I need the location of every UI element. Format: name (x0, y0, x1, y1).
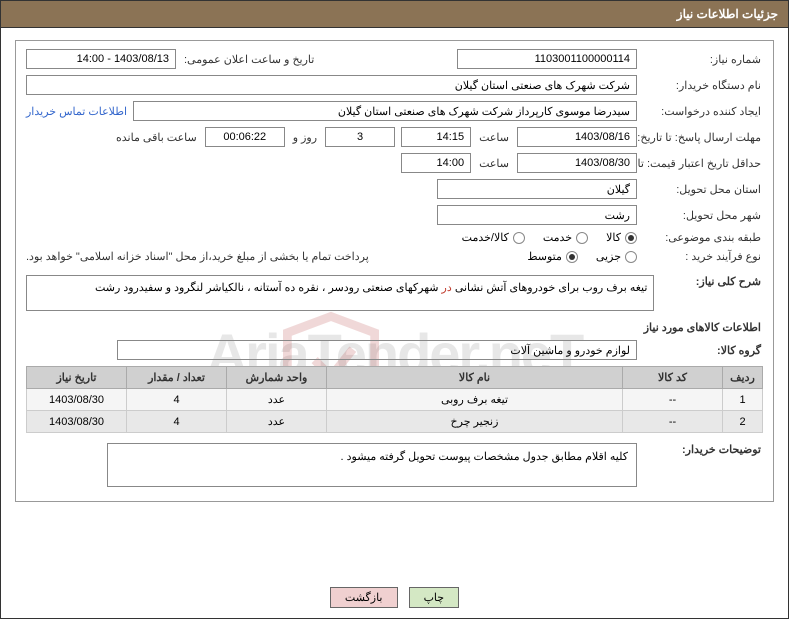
desc-post: شهرکهای صنعتی رودسر ، نقره ده آستانه ، ن… (95, 282, 442, 294)
radio-both-label: کالا/خدمت (462, 231, 509, 244)
deadline-label: مهلت ارسال پاسخ: تا تاریخ: (643, 131, 763, 144)
table-row: 2 -- زنجیر چرخ عدد 4 1403/08/30 (27, 411, 763, 433)
announce-label: تاریخ و ساعت اعلان عمومی: (182, 53, 316, 66)
days-remaining: 3 (325, 127, 395, 147)
requester-value: سیدرضا موسوی کارپرداز شرکت شهرک های صنعت… (133, 101, 637, 121)
items-table: ردیف کد کالا نام کالا واحد شمارش تعداد /… (26, 366, 763, 433)
city-label: شهر محل تحویل: (643, 209, 763, 222)
radio-service-label: خدمت (543, 231, 572, 244)
cell-date: 1403/08/30 (27, 411, 127, 433)
buyer-contact-link[interactable]: اطلاعات تماس خریدار (26, 105, 127, 118)
cell-unit: عدد (227, 389, 327, 411)
time-label-1: ساعت (477, 131, 511, 144)
radio-service[interactable] (576, 232, 588, 244)
category-label: طبقه بندی موضوعی: (643, 231, 763, 244)
announce-value: 1403/08/13 - 14:00 (26, 49, 176, 69)
buyer-notes-label: توضیحات خریدار: (643, 443, 763, 456)
purchase-type-radio-group: جزیی متوسط (527, 250, 637, 263)
back-button[interactable]: بازگشت (330, 587, 398, 608)
group-value: لوازم خودرو و ماشین آلات (117, 340, 637, 360)
radio-goods-label: کالا (606, 231, 621, 244)
need-number-label: شماره نیاز: (643, 53, 763, 66)
button-bar: چاپ بازگشت (1, 587, 788, 608)
validity-label: حداقل تاریخ اعتبار قیمت: تا تاریخ: (643, 157, 763, 170)
buyer-label: نام دستگاه خریدار: (643, 79, 763, 92)
cell-qty: 4 (127, 389, 227, 411)
outer-frame: AriaTender.neT شماره نیاز: 1103001100000… (0, 28, 789, 619)
cell-name: تیغه برف روبی (327, 389, 623, 411)
cell-code: -- (623, 389, 723, 411)
desc-highlight: در (442, 282, 452, 294)
deadline-time: 14:15 (401, 127, 471, 147)
print-button[interactable]: چاپ (409, 587, 460, 608)
cell-code: -- (623, 411, 723, 433)
th-code: کد کالا (623, 367, 723, 389)
province-label: استان محل تحویل: (643, 183, 763, 196)
th-date: تاریخ نیاز (27, 367, 127, 389)
city-value: رشت (437, 205, 637, 225)
desc-pre: تیغه برف روب برای خودروهای آتش نشانی (452, 282, 648, 294)
description-label: شرح کلی نیاز: (660, 275, 763, 288)
remain-label: ساعت باقی مانده (114, 131, 199, 144)
group-label: گروه کالا: (643, 344, 763, 357)
cell-unit: عدد (227, 411, 327, 433)
requester-label: ایجاد کننده درخواست: (643, 105, 763, 118)
th-name: نام کالا (327, 367, 623, 389)
table-row: 1 -- تیغه برف روبی عدد 4 1403/08/30 (27, 389, 763, 411)
details-panel: AriaTender.neT شماره نیاز: 1103001100000… (15, 40, 774, 502)
panel-title: جزئیات اطلاعات نیاز (0, 0, 789, 28)
cell-qty: 4 (127, 411, 227, 433)
buyer-notes-text: کلیه اقلام مطابق جدول مشخصات پیوست تحویل… (107, 443, 637, 487)
items-section-title: اطلاعات کالاهای مورد نیاز (28, 321, 761, 334)
cell-n: 1 (723, 389, 763, 411)
cell-date: 1403/08/30 (27, 389, 127, 411)
th-row: ردیف (723, 367, 763, 389)
radio-goods[interactable] (625, 232, 637, 244)
buyer-value: شرکت شهرک های صنعتی استان گیلان (26, 75, 637, 95)
radio-small[interactable] (625, 251, 637, 263)
radio-medium-label: متوسط (527, 250, 562, 263)
radio-small-label: جزیی (596, 250, 621, 263)
validity-time: 14:00 (401, 153, 471, 173)
category-radio-group: کالا خدمت کالا/خدمت (462, 231, 637, 244)
th-unit: واحد شمارش (227, 367, 327, 389)
deadline-date: 1403/08/16 (517, 127, 637, 147)
days-and-label: روز و (291, 131, 319, 144)
validity-date: 1403/08/30 (517, 153, 637, 173)
need-number-value: 1103001100000114 (457, 49, 637, 69)
cell-name: زنجیر چرخ (327, 411, 623, 433)
purchase-type-label: نوع فرآیند خرید : (643, 250, 763, 263)
countdown-value: 00:06:22 (205, 127, 285, 147)
province-value: گیلان (437, 179, 637, 199)
time-label-2: ساعت (477, 157, 511, 170)
cell-n: 2 (723, 411, 763, 433)
radio-both[interactable] (513, 232, 525, 244)
description-text: تیغه برف روب برای خودروهای آتش نشانی در … (26, 275, 654, 311)
radio-medium[interactable] (566, 251, 578, 263)
th-qty: تعداد / مقدار (127, 367, 227, 389)
payment-note: پرداخت تمام یا بخشی از مبلغ خرید،از محل … (26, 250, 369, 263)
